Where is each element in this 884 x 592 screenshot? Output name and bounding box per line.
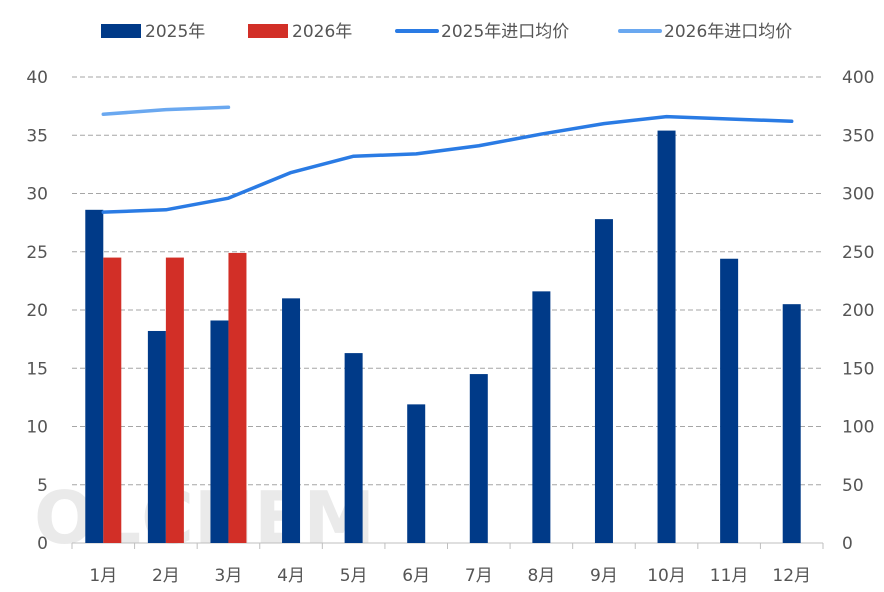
x-tick-label: 2月 — [152, 566, 180, 586]
right-axis: 0 50 100 150 200 250 300 350 400 — [842, 68, 874, 554]
legend-label: 2025年进口均价 — [441, 22, 569, 42]
legend-label: 2026年 — [292, 22, 352, 42]
legend-swatch-bar — [248, 24, 288, 38]
left-tick-label: 20 — [26, 301, 48, 321]
x-tick-label: 11月 — [710, 566, 749, 586]
right-tick-label: 400 — [842, 68, 874, 88]
x-tick-label: 3月 — [215, 566, 243, 586]
left-tick-label: 15 — [26, 359, 48, 379]
x-tick-label: 7月 — [465, 566, 493, 586]
legend-swatch-bar — [101, 24, 141, 38]
bar-2026 — [103, 257, 122, 543]
bar-2025 — [657, 130, 676, 543]
bar-2025 — [85, 209, 104, 543]
bar-2025 — [407, 404, 426, 543]
bar-2025 — [532, 291, 551, 543]
bar-2025 — [344, 353, 363, 543]
line-2025-import-avg-price — [101, 114, 794, 214]
right-tick-label: 150 — [842, 359, 874, 379]
watermark: OLCHEM — [34, 476, 375, 560]
left-tick-label: 0 — [37, 534, 48, 554]
left-tick-label: 10 — [26, 418, 48, 438]
right-tick-label: 200 — [842, 301, 874, 321]
right-tick-label: 350 — [842, 126, 874, 146]
x-tick-label: 10月 — [647, 566, 686, 586]
x-axis: 1月 2月 3月 4月 5月 6月 7月 8月 9月 10月 11月 12月 — [71, 543, 824, 586]
bar-2025 — [782, 304, 801, 543]
watermark-text: OLCHEM — [34, 476, 375, 560]
x-tick-label: 8月 — [527, 566, 555, 586]
bar-2025 — [469, 374, 488, 543]
bar-2025 — [720, 258, 739, 543]
lines — [101, 105, 794, 214]
left-tick-label: 25 — [26, 243, 48, 263]
legend-label: 2026年进口均价 — [664, 22, 792, 42]
x-tick-label: 5月 — [340, 566, 368, 586]
x-tick-label: 9月 — [590, 566, 618, 586]
left-tick-label: 30 — [26, 185, 48, 205]
bar-2025 — [282, 298, 301, 543]
x-tick-label: 1月 — [89, 566, 117, 586]
bar-2025 — [147, 330, 166, 543]
x-tick-label: 4月 — [277, 566, 305, 586]
legend: 2025年 2026年 2025年进口均价 2026年进口均价 — [101, 22, 792, 42]
bar-2025 — [594, 219, 613, 543]
legend-label: 2025年 — [145, 22, 205, 42]
right-tick-label: 50 — [842, 476, 864, 496]
right-tick-label: 100 — [842, 418, 874, 438]
line-2026-import-avg-price — [101, 105, 231, 117]
gridlines — [72, 76, 823, 544]
left-axis: 0 5 10 15 20 25 30 35 40 — [26, 68, 48, 554]
right-tick-label: 300 — [842, 185, 874, 205]
left-tick-label: 5 — [37, 476, 48, 496]
x-tick-label: 6月 — [402, 566, 430, 586]
left-tick-label: 40 — [26, 68, 48, 88]
bar-2026 — [228, 252, 247, 544]
left-tick-label: 35 — [26, 126, 48, 146]
x-tick-label: 12月 — [772, 566, 811, 586]
right-tick-label: 250 — [842, 243, 874, 263]
bars — [85, 130, 801, 544]
bar-2026 — [165, 257, 184, 543]
bar-2025 — [210, 320, 229, 543]
right-tick-label: 0 — [842, 534, 853, 554]
